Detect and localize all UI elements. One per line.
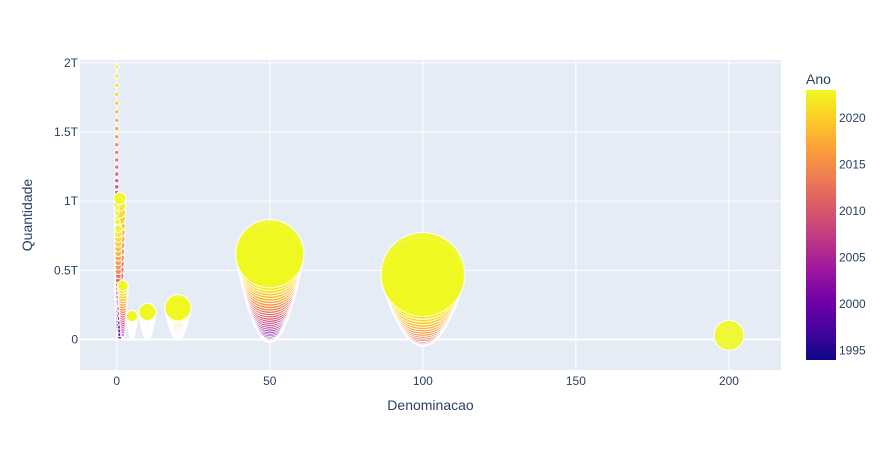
bubble-point[interactable] xyxy=(114,134,120,140)
bubble-point[interactable] xyxy=(113,191,127,206)
y-tick-label: 0 xyxy=(71,333,78,347)
bubble-point[interactable] xyxy=(114,218,121,226)
y-tick-label: 1T xyxy=(64,194,79,208)
y-tick-label: 0.5T xyxy=(54,263,79,277)
bubble-point[interactable] xyxy=(114,177,120,184)
bubble-point[interactable] xyxy=(138,302,157,322)
bubble-point[interactable] xyxy=(114,142,120,148)
bubble-point[interactable] xyxy=(114,91,120,97)
x-tick-label: 200 xyxy=(719,374,739,388)
colorbar: Ano 1995 2000 2005 2010 2015 2020 xyxy=(806,71,866,360)
x-tick-label: 0 xyxy=(113,374,120,388)
bubble-point[interactable] xyxy=(235,219,305,289)
bubble-point[interactable] xyxy=(114,184,120,190)
bubble-point[interactable] xyxy=(114,109,120,115)
bubble-point[interactable] xyxy=(114,82,120,88)
bubble-point[interactable] xyxy=(380,232,466,318)
colorbar-gradient xyxy=(806,90,836,360)
colorbar-tick-label: 1995 xyxy=(839,344,866,358)
y-tick-label: 1.5T xyxy=(54,125,79,139)
x-tick-label: 100 xyxy=(413,374,433,388)
bubble-point[interactable] xyxy=(114,64,120,70)
y-tick-label: 2T xyxy=(64,56,79,70)
y-axis-ticks: 0 0.5T 1T 1.5T 2T xyxy=(54,56,79,347)
bubble-point[interactable] xyxy=(713,319,745,351)
bubble-point[interactable] xyxy=(114,164,120,170)
colorbar-title: Ano xyxy=(806,71,831,87)
y-axis-title: Quantidade xyxy=(19,179,35,252)
colorbar-tick-label: 2005 xyxy=(839,251,866,265)
bubble-point[interactable] xyxy=(114,117,120,123)
bubble-point[interactable] xyxy=(114,205,120,211)
colorbar-ticks: 1995 2000 2005 2010 2015 2020 xyxy=(839,111,866,358)
bubble-point[interactable] xyxy=(114,100,120,106)
x-tick-label: 150 xyxy=(566,374,586,388)
x-axis-title: Denominacao xyxy=(387,397,474,413)
bubble-point[interactable] xyxy=(113,224,123,234)
x-tick-label: 50 xyxy=(263,374,277,388)
bubble-point[interactable] xyxy=(164,294,192,322)
colorbar-tick-label: 2010 xyxy=(839,204,866,218)
colorbar-tick-label: 2020 xyxy=(839,111,866,125)
colorbar-tick-label: 2015 xyxy=(839,157,866,171)
x-axis-ticks: 0 50 100 150 200 xyxy=(113,374,739,388)
bubble-point[interactable] xyxy=(114,125,120,132)
colorbar-tick-label: 2000 xyxy=(839,297,866,311)
bubble-point[interactable] xyxy=(114,157,120,163)
bubble-point[interactable] xyxy=(116,279,129,292)
bubble-point[interactable] xyxy=(114,171,120,177)
bubble-layer xyxy=(113,64,745,351)
bubble-point[interactable] xyxy=(114,73,120,79)
bubble-point[interactable] xyxy=(125,309,139,323)
bubble-point[interactable] xyxy=(114,149,120,156)
